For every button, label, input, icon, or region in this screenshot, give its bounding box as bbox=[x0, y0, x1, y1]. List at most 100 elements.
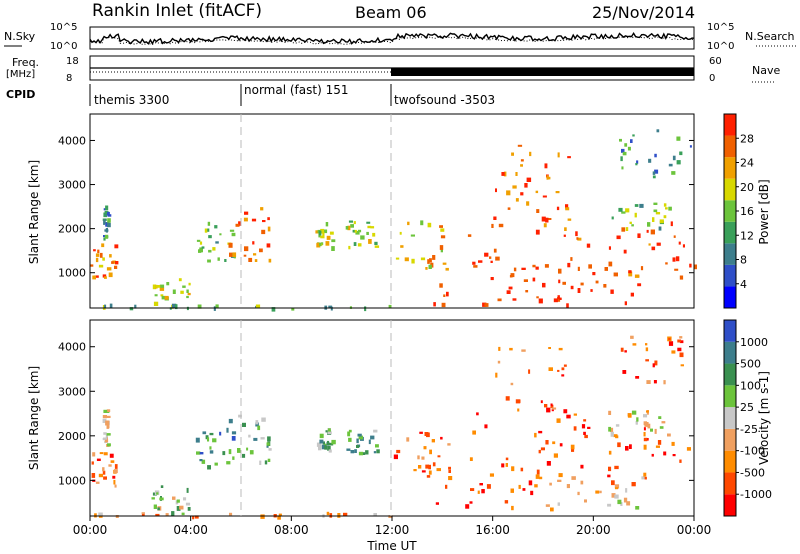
heatmap-cell-0-8-11 bbox=[536, 296, 539, 299]
heatmap-cell-1-11-15 bbox=[571, 476, 576, 480]
heatmap-cell-0-13-9 bbox=[663, 215, 667, 219]
heatmap-cell-1-6-15 bbox=[356, 445, 360, 448]
heatmap-cell-0-13-20 bbox=[659, 219, 664, 224]
heatmap-cell-1-8-15 bbox=[505, 463, 508, 467]
heatmap-cell-1-7-20 bbox=[423, 446, 427, 450]
heatmap-cell-1-9-7 bbox=[553, 453, 558, 458]
heatmap-cell-1-11-8 bbox=[580, 480, 584, 485]
heatmap-cell-0-15-4 bbox=[291, 307, 295, 311]
heatmap-cell-0-2-11 bbox=[155, 285, 161, 288]
heatmap-cell-0-7-4 bbox=[420, 257, 426, 261]
heatmap-cell-0-13-12 bbox=[658, 226, 662, 231]
heatmap-cell-0-5-9 bbox=[326, 235, 331, 240]
y-tick-label-1-3: 4000 bbox=[58, 341, 86, 354]
heatmap-cell-1-11-19 bbox=[557, 502, 560, 506]
heatmap-cell-1-3-0 bbox=[205, 435, 209, 440]
colorbar-swatch-1-3 bbox=[724, 428, 736, 451]
nsky-label: N.Sky bbox=[4, 30, 36, 43]
heatmap-cell-0-6-14 bbox=[374, 245, 380, 248]
heatmap-cell-1-2-20 bbox=[179, 505, 184, 510]
heatmap-cell-1-13-0 bbox=[615, 424, 620, 427]
heatmap-cell-0-0-7 bbox=[95, 257, 99, 263]
heatmap-cell-1-14-18 bbox=[680, 364, 684, 367]
heatmap-cell-1-11-14 bbox=[558, 473, 563, 478]
heatmap-cell-0-0-4 bbox=[94, 275, 99, 278]
heatmap-cell-0-13-17 bbox=[634, 204, 639, 207]
heatmap-cell-1-12-22 bbox=[643, 432, 646, 437]
heatmap-cell-1-6-3 bbox=[363, 452, 366, 455]
velocity-panel: 1000 2000 3000 4000 Slant Range [km] bbox=[27, 319, 695, 520]
heatmap-cell-1-13-7 bbox=[658, 416, 662, 419]
heatmap-cell-1-3-4 bbox=[226, 427, 229, 433]
heatmap-cell-0-11-7 bbox=[603, 284, 607, 288]
heatmap-cell-1-11-18 bbox=[615, 487, 619, 490]
heatmap-cell-1-8-3 bbox=[536, 469, 540, 475]
heatmap-cell-0-11-13 bbox=[559, 297, 562, 300]
heatmap-cell-1-3-10 bbox=[212, 438, 217, 443]
heatmap-cell-1-14-0 bbox=[677, 347, 682, 352]
heatmap-cell-0-14-16 bbox=[676, 160, 681, 165]
heatmap-cell-0-11-23 bbox=[566, 303, 569, 308]
heatmap-cell-1-15-5 bbox=[260, 514, 265, 519]
heatmap-cell-1-4-10 bbox=[268, 448, 272, 451]
heatmap-cell-0-4-15 bbox=[235, 223, 240, 227]
heatmap-cell-1-5-12 bbox=[319, 439, 324, 444]
heatmap-cell-1-0-10 bbox=[95, 481, 100, 484]
heatmap-cell-1-11-6 bbox=[607, 503, 612, 507]
heatmap-cell-0-3-14 bbox=[231, 232, 236, 237]
heatmap-cell-1-7-0 bbox=[432, 462, 436, 467]
heatmap-cell-1-8-5 bbox=[445, 484, 448, 489]
heatmap-cell-0-12-16 bbox=[608, 246, 611, 250]
heatmap-cell-1-15-9 bbox=[343, 512, 348, 517]
heatmap-cell-1-3-2 bbox=[201, 459, 206, 464]
heatmap-cell-0-8-12 bbox=[506, 290, 511, 294]
heatmap-cell-0-4-10 bbox=[253, 253, 257, 256]
heatmap-cell-0-13-18 bbox=[653, 209, 658, 213]
heatmap-cell-0-8-8 bbox=[439, 283, 443, 288]
heatmap-cell-1-2-15 bbox=[156, 492, 159, 495]
heatmap-cell-0-2-8 bbox=[161, 295, 166, 300]
heatmap-cell-1-12-0 bbox=[686, 447, 691, 451]
heatmap-cell-0-9-25 bbox=[472, 261, 476, 265]
heatmap-cell-1-3-6 bbox=[196, 451, 201, 455]
heatmap-cell-0-10-5 bbox=[555, 191, 560, 194]
heatmap-cell-0-7-16 bbox=[439, 225, 443, 228]
heatmap-cell-1-14-21 bbox=[679, 352, 684, 358]
heatmap-cell-0-10-10 bbox=[546, 175, 549, 180]
heatmap-cell-1-7-6 bbox=[447, 443, 451, 446]
heatmap-cell-1-5-6 bbox=[319, 433, 324, 439]
heatmap-cell-1-9-18 bbox=[476, 412, 479, 416]
heatmap-cell-0-5-11 bbox=[331, 239, 336, 243]
heatmap-cell-0-15-17 bbox=[134, 304, 137, 309]
heatmap-cell-0-5-4 bbox=[315, 230, 320, 234]
heatmap-cell-1-9-2 bbox=[501, 463, 505, 468]
heatmap-cell-1-0-11 bbox=[103, 476, 107, 480]
heatmap-cell-1-12-10 bbox=[655, 445, 660, 448]
cpid-segment-normal: normal (fast) 151 bbox=[244, 83, 348, 97]
heatmap-cell-1-9-26 bbox=[570, 444, 575, 450]
heatmap-cell-1-10-18 bbox=[550, 404, 554, 408]
heatmap-cell-0-0-20 bbox=[93, 249, 96, 252]
heatmap-cell-0-15-13 bbox=[197, 304, 202, 309]
power-y-ticks: 1000 2000 3000 4000 bbox=[58, 134, 694, 280]
velocity-colorbar-label: Velocity [m s-1] bbox=[757, 371, 771, 465]
heatmap-cell-0-4-5 bbox=[267, 226, 271, 232]
heatmap-cell-0-2-6 bbox=[154, 294, 158, 297]
heatmap-cell-0-10-18 bbox=[512, 185, 517, 189]
heatmap-cell-0-5-7 bbox=[325, 241, 330, 246]
heatmap-cell-1-13-13 bbox=[627, 413, 632, 418]
heatmap-cell-1-9-24 bbox=[573, 426, 577, 431]
heatmap-cell-1-3-17 bbox=[207, 437, 210, 442]
heatmap-cell-0-13-14 bbox=[618, 207, 623, 212]
heatmap-cell-1-9-13 bbox=[552, 441, 556, 445]
heatmap-cell-0-12-17 bbox=[665, 262, 668, 265]
heatmap-cell-1-8-13 bbox=[522, 488, 526, 491]
heatmap-cell-1-3-13 bbox=[209, 450, 214, 454]
heatmap-cell-1-10-21 bbox=[551, 407, 557, 410]
heatmap-cell-1-3-14 bbox=[219, 431, 222, 436]
heatmap-cell-1-0-7 bbox=[102, 470, 106, 475]
heatmap-cell-0-9-8 bbox=[467, 234, 472, 237]
heatmap-cell-0-13-13 bbox=[629, 221, 632, 224]
heatmap-cell-1-11-9 bbox=[626, 501, 631, 506]
heatmap-cell-1-6-19 bbox=[346, 448, 351, 451]
